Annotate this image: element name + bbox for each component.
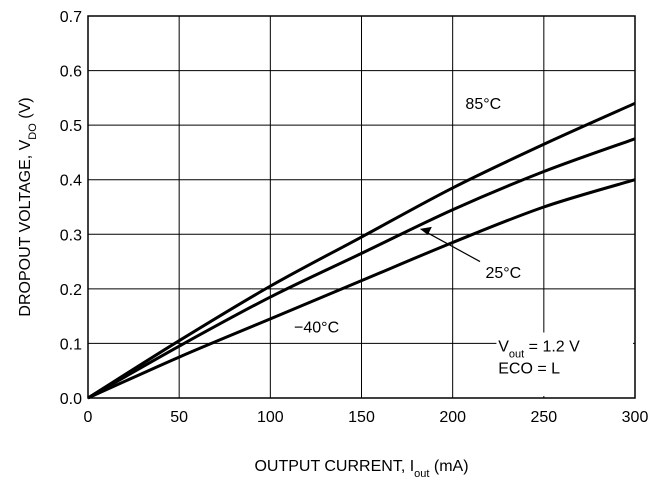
x-axis-title: OUTPUT CURRENT, Iout (mA) <box>254 458 468 480</box>
x-tick-label: 200 <box>439 409 466 426</box>
condition-vout-sub: out <box>509 349 524 361</box>
condition-vout-main: V <box>498 339 509 356</box>
x-tick-label: 300 <box>622 409 649 426</box>
y-axis-title-unit: (V) <box>17 97 34 123</box>
series-label-85c: 85°C <box>465 96 501 113</box>
y-tick-label: 0.4 <box>60 173 82 190</box>
x-tick-labels: 0 50 100 150 200 250 300 <box>84 409 649 426</box>
conditions-box <box>496 332 633 396</box>
y-axis-title: DROPOUT VOLTAGE, VDO (V) <box>17 97 39 316</box>
y-tick-label: 0.2 <box>60 282 82 299</box>
leader-arrow-25c <box>419 226 481 263</box>
y-tick-label: 0.7 <box>60 9 82 26</box>
x-tick-label: 150 <box>348 409 375 426</box>
x-tick-label: 50 <box>170 409 188 426</box>
condition-eco-main: ECO = L <box>498 360 560 377</box>
condition-vout: Vout = 1.2 V <box>498 339 580 361</box>
curve-85c <box>87 101 636 400</box>
leader-arrowhead <box>419 226 432 235</box>
x-tick-label: 0 <box>84 409 93 426</box>
series-label-minus40c: −40°C <box>294 320 339 337</box>
series-label-25c: 25°C <box>485 265 521 282</box>
x-axis-title-main: OUTPUT CURRENT, I <box>254 458 414 475</box>
plot-frame <box>87 15 636 399</box>
y-tick-label: 0.5 <box>60 118 82 135</box>
x-tick-label: 250 <box>530 409 557 426</box>
x-tick-label: 100 <box>257 409 284 426</box>
y-axis-title-sub: DO <box>27 123 39 140</box>
y-tick-label: 0.0 <box>60 391 82 408</box>
leader-line <box>423 230 481 263</box>
curve-minus40c <box>87 178 636 400</box>
condition-vout-rest: = 1.2 V <box>524 339 580 356</box>
x-axis-title-unit: (mA) <box>429 458 468 475</box>
y-axis-title-main: DROPOUT VOLTAGE, V <box>17 139 34 316</box>
condition-eco: ECO = L <box>498 360 560 377</box>
y-tick-label: 0.6 <box>60 64 82 81</box>
y-tick-label: 0.1 <box>60 336 82 353</box>
curve-25c <box>87 137 636 400</box>
plot-border <box>87 15 636 399</box>
y-tick-labels: 0.0 0.1 0.2 0.3 0.4 0.5 0.6 0.7 <box>60 9 82 408</box>
series-lines <box>87 101 636 400</box>
x-axis-title-sub: out <box>414 468 429 480</box>
y-tick-label: 0.3 <box>60 227 82 244</box>
